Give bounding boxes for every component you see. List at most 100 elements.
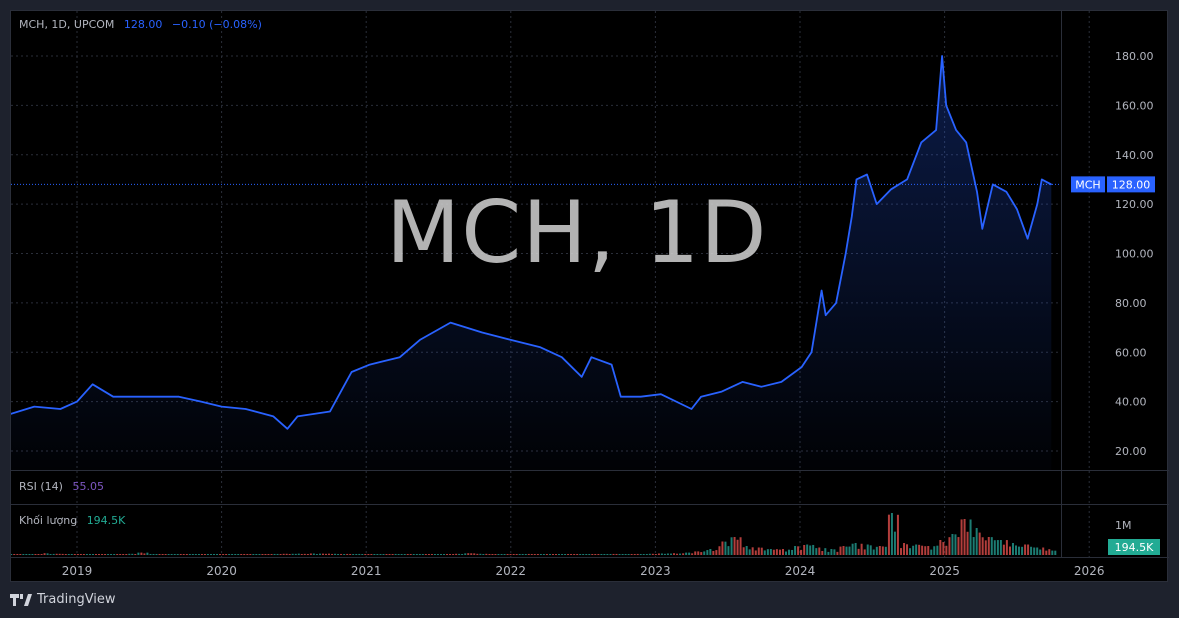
volume-bar	[155, 554, 158, 555]
volume-bar	[621, 554, 624, 555]
volume-bar	[452, 554, 455, 555]
volume-bar	[249, 554, 252, 555]
price-point	[590, 356, 593, 358]
volume-bar	[854, 543, 857, 555]
volume-bar	[294, 553, 297, 555]
chart-canvas[interactable]: 2019 2020 2021 2022 2023 2024 2025 2026 180.00 16…	[11, 11, 1169, 583]
price-point	[449, 322, 452, 324]
volume-bar	[285, 553, 288, 555]
volume-bar	[170, 554, 173, 555]
volume-bar	[942, 542, 945, 555]
volume-bar	[848, 546, 851, 555]
volume-bar	[809, 545, 812, 555]
volume-bar	[933, 546, 936, 555]
volume-bar	[28, 554, 31, 555]
volume-bar	[412, 554, 415, 555]
volume-bar	[927, 546, 930, 555]
volume-bar	[427, 554, 430, 555]
symbol-legend[interactable]: MCH, 1D, UPCOM 128.00 −0.10 (−0.08%)	[19, 18, 268, 31]
volume-bar	[679, 553, 682, 555]
price-point	[1036, 203, 1038, 205]
volume-bar	[794, 546, 797, 555]
volume-bar	[527, 553, 530, 555]
volume-bar	[606, 554, 609, 555]
price-point	[690, 408, 693, 410]
volume-bar	[167, 554, 170, 555]
volume-bar	[893, 531, 896, 555]
volume-bar	[969, 519, 972, 555]
volume-bar	[936, 545, 939, 555]
volume-bar	[433, 554, 436, 555]
volume-bar	[954, 534, 957, 555]
price-point	[76, 401, 78, 403]
price-tick-label: 40.00	[1115, 396, 1147, 409]
volume-bar	[210, 554, 213, 555]
volume-bar	[70, 554, 73, 555]
price-point	[286, 428, 288, 430]
volume-bar	[585, 554, 588, 555]
volume-bar	[364, 553, 367, 555]
volume-bar	[533, 554, 536, 555]
volume-bar	[797, 546, 800, 555]
volume-legend[interactable]: Khối lượng 194.5K	[19, 514, 131, 527]
volume-bar	[727, 546, 730, 555]
volume-bar	[152, 554, 155, 555]
price-point	[481, 331, 483, 334]
volume-bar	[182, 554, 185, 555]
volume-bar	[131, 553, 134, 555]
volume-bar	[542, 554, 545, 555]
volume-bar	[627, 554, 630, 555]
volume-bar	[539, 554, 542, 555]
price-point	[369, 363, 371, 366]
volume-bar	[757, 547, 760, 555]
volume-bar	[939, 540, 942, 555]
volume-bar	[806, 544, 809, 555]
price-tick-label: 180.00	[1115, 50, 1154, 63]
volume-bar	[691, 553, 694, 555]
volume-bar	[827, 551, 830, 555]
volume-bar	[600, 554, 603, 555]
rsi-legend[interactable]: RSI (14) 55.05	[19, 480, 110, 493]
volume-bar	[812, 544, 815, 555]
volume-bar	[860, 543, 863, 555]
volume-bar	[458, 553, 461, 555]
volume-bar	[682, 553, 685, 555]
volume-bar	[228, 554, 231, 555]
volume-bar	[821, 550, 824, 555]
tradingview-logo[interactable]: TradingView	[10, 592, 116, 607]
volume-bar	[43, 553, 46, 555]
volume-bar	[397, 554, 400, 555]
chart-panel[interactable]: 2019 2020 2021 2022 2023 2024 2025 2026 180.00 16…	[10, 10, 1169, 583]
volume-bar	[491, 554, 494, 555]
volume-bar	[94, 554, 97, 555]
volume-bar	[355, 553, 358, 555]
volume-bar	[482, 554, 485, 555]
price-point	[981, 228, 983, 230]
volume-bar	[473, 553, 476, 555]
volume-bar	[358, 553, 361, 555]
volume-bar	[122, 554, 125, 555]
volume-bar	[651, 553, 654, 555]
volume-bar	[609, 554, 612, 555]
volume-bar	[1024, 544, 1027, 555]
volume-bar	[781, 549, 784, 555]
volume-bar	[367, 554, 370, 555]
volume-bar	[376, 554, 379, 555]
volume-bar	[185, 554, 188, 555]
volume-bar	[464, 553, 467, 555]
volume-bar	[264, 554, 267, 555]
volume-bar	[866, 544, 869, 555]
volume-bar	[818, 547, 821, 555]
volume-bar	[161, 554, 164, 555]
price-point	[845, 252, 847, 255]
volume-bar	[715, 550, 718, 555]
price-point	[296, 415, 299, 418]
volume-bar	[778, 549, 781, 555]
volume-bar	[975, 528, 978, 555]
volume-bar	[409, 554, 412, 555]
price-point	[92, 383, 94, 385]
volume-bar	[300, 554, 303, 555]
volume-bar	[128, 553, 131, 555]
volume-bar	[736, 539, 739, 555]
volume-bar	[455, 553, 458, 555]
